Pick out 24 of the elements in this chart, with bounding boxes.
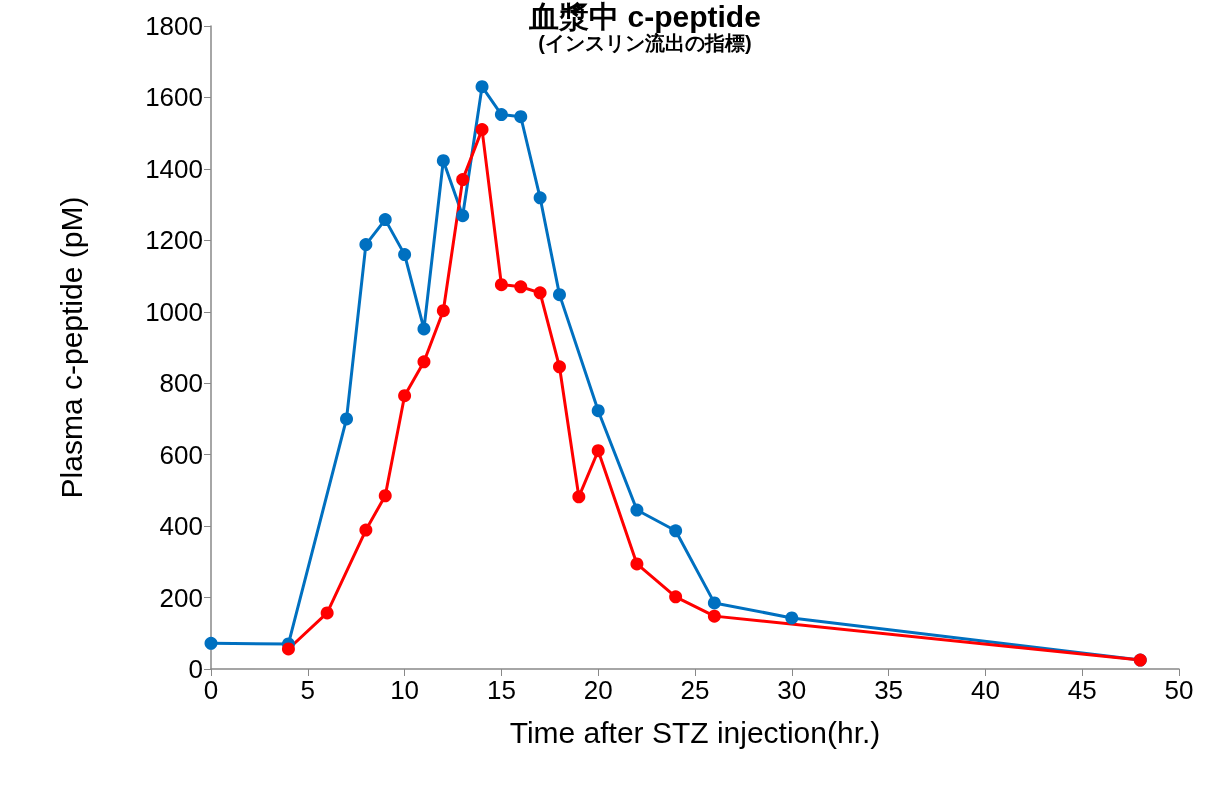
x-tick-label: 15 [486, 675, 516, 705]
x-tick-label: 20 [583, 675, 613, 705]
y-axis-title: Plasma c-peptide (pM) [54, 196, 88, 499]
x-tick-label: 50 [1164, 675, 1194, 705]
y-tick-label: 1200 [145, 225, 203, 256]
y-tick-label: 200 [159, 582, 203, 613]
y-tick-label: 1600 [145, 82, 203, 113]
y-tick-label: 1000 [145, 296, 203, 327]
y-tick-label: 1400 [145, 153, 203, 184]
x-tick-label: 30 [777, 675, 807, 705]
y-tick-label: 400 [159, 511, 203, 542]
y-tick-label: 1800 [145, 11, 203, 41]
chart-title: 血漿中 c-peptide [528, 0, 761, 33]
x-tick-label: 40 [970, 675, 1000, 705]
x-tick-label: 5 [300, 675, 316, 705]
x-axis-title: Time after STZ injection(hr.) [509, 715, 881, 749]
x-tick-label: 35 [874, 675, 904, 705]
chart-subtitle: (インスリン流出の指標) [538, 32, 752, 54]
y-tick-label: 0 [188, 654, 203, 684]
y-tick-label: 800 [159, 368, 203, 399]
x-tick-label: 45 [1067, 675, 1097, 705]
y-tick-label: 600 [159, 439, 203, 470]
x-tick-label: 25 [680, 675, 710, 705]
x-tick-label: 10 [390, 675, 420, 705]
